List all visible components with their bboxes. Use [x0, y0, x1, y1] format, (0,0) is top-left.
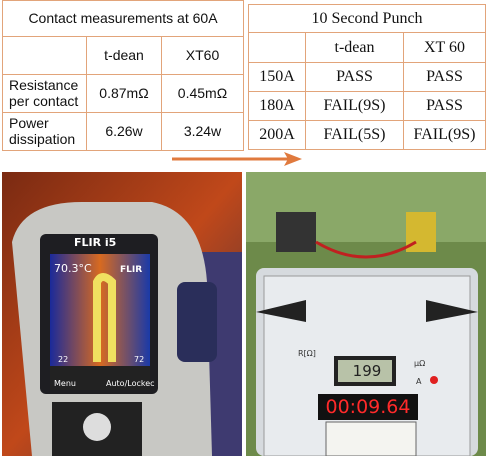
table-cell: FAIL(9S)	[403, 120, 486, 150]
arrow	[172, 152, 302, 166]
row-label: 200A	[248, 120, 306, 150]
table-cell: 6.26w	[86, 112, 162, 151]
meter-reading: 199	[353, 362, 382, 380]
table-cell: 0.45mΩ	[161, 74, 244, 113]
row-label: Resistance per contact	[2, 74, 87, 113]
row-label: Power dissipation	[2, 112, 87, 151]
thermal-camera-photo: FLIR i5 70.3°C FLIR 22 72 Menu Auto/Lock…	[2, 172, 242, 456]
mode: Auto/Lockec	[106, 379, 155, 388]
column-header: XT60	[161, 36, 244, 75]
table-cell: 0.87mΩ	[86, 74, 162, 113]
table-title: 10 Second Punch	[248, 4, 486, 33]
scale-max: 72	[134, 355, 144, 364]
unit-label: μΩ	[414, 359, 425, 368]
temperature: 70.3°C	[54, 262, 92, 275]
table-cell: PASS	[403, 91, 486, 121]
table-cell	[248, 32, 306, 63]
tester-photo: 199 00:09.64 R[Ω] μΩ A	[246, 172, 486, 456]
logo: FLIR	[120, 265, 142, 275]
table-title: Contact measurements at 60A	[2, 0, 244, 37]
table-cell: 3.24w	[161, 112, 244, 151]
table-cell: FAIL(5S)	[305, 120, 404, 150]
unit-label: A	[416, 377, 422, 386]
timer: 00:09.64	[326, 396, 411, 418]
table-cell: PASS	[305, 62, 404, 92]
range-label: R[Ω]	[298, 349, 316, 358]
row-label: 180A	[248, 91, 306, 121]
column-header: t-dean	[305, 32, 404, 63]
table-cell: FAIL(9S)	[305, 91, 404, 121]
menu: Menu	[54, 379, 76, 388]
scale-min: 22	[58, 355, 68, 364]
table-cell: PASS	[403, 62, 486, 92]
row-label: 150A	[248, 62, 306, 92]
brand: FLIR i5	[74, 236, 116, 249]
table-cell	[2, 36, 87, 75]
column-header: t-dean	[86, 36, 162, 75]
column-header: XT 60	[403, 32, 486, 63]
